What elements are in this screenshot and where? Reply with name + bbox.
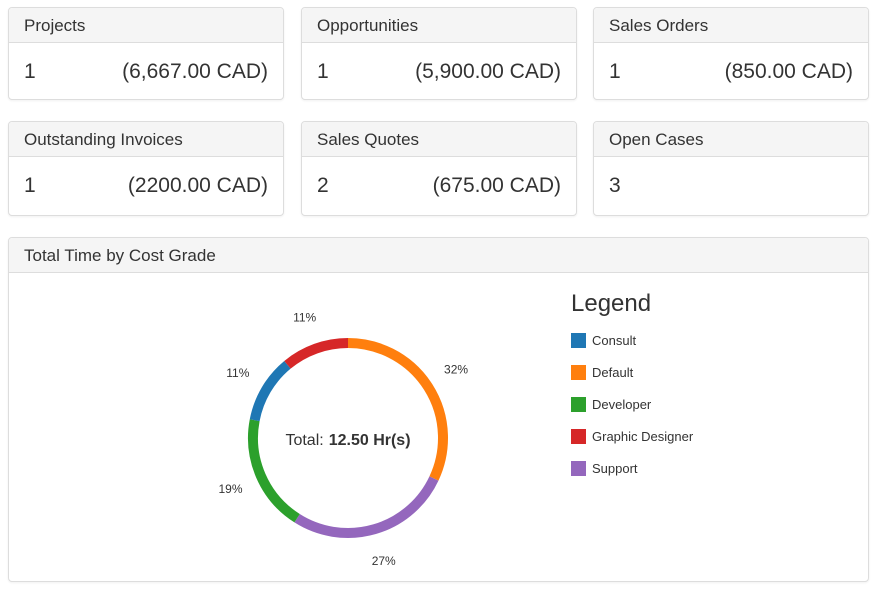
card-title: Outstanding Invoices: [9, 122, 283, 157]
donut-center-value: 12.50 Hr(s): [329, 432, 411, 449]
donut-slice-developer[interactable]: [248, 419, 300, 523]
card-count: 1: [24, 60, 36, 83]
chart-legend: Legend Consult Default Developer Graphic De…: [571, 290, 693, 484]
card-count: 1: [609, 60, 621, 83]
donut-center-text: Total: 12.50 Hr(s): [285, 432, 410, 449]
legend-swatch: [571, 396, 586, 412]
donut-slice-label: 27%: [372, 554, 396, 568]
legend-title: Legend: [571, 290, 652, 317]
legend-swatch: [571, 364, 586, 380]
outstanding-invoices-card[interactable]: Outstanding Invoices 1 (2200.00 CAD): [8, 121, 284, 216]
donut-slice-consult[interactable]: [249, 360, 291, 422]
legend-swatch: [571, 460, 586, 476]
time-by-cost-grade-panel: Total Time by Cost Grade 32% 27% 19% 11% 11%…: [8, 237, 869, 582]
legend-item-default[interactable]: Default: [571, 356, 693, 388]
legend-label: Support: [592, 460, 638, 476]
legend-swatch: [571, 428, 586, 444]
card-title: Projects: [9, 8, 283, 43]
donut-slice-support[interactable]: [294, 476, 439, 538]
opportunities-card[interactable]: Opportunities 1 (5,900.00 CAD): [301, 7, 577, 100]
card-count: 1: [24, 174, 36, 197]
donut-slice-label: 19%: [219, 482, 243, 496]
donut-slice-label: 32%: [444, 362, 468, 376]
donut-slice-default[interactable]: [347, 338, 448, 481]
legend-item-support[interactable]: Support: [571, 452, 693, 484]
donut-slice-graphic-designer[interactable]: [284, 338, 349, 369]
legend-label: Graphic Designer: [592, 428, 694, 444]
sales-orders-card[interactable]: Sales Orders 1 (850.00 CAD): [593, 7, 869, 100]
panel-title: Total Time by Cost Grade: [9, 238, 868, 273]
card-amount: (2200.00 CAD): [127, 174, 268, 197]
donut-chart: 32% 27% 19% 11% 11% Total: 12.50 Hr(s): [189, 288, 529, 578]
legend-label: Developer: [592, 396, 652, 412]
donut-slice-label: 11%: [293, 311, 316, 325]
projects-card[interactable]: Projects 1 (6,667.00 CAD): [8, 7, 284, 100]
donut-center-label: Total:: [285, 432, 323, 449]
legend-swatch: [571, 332, 586, 348]
sales-quotes-card[interactable]: Sales Quotes 2 (675.00 CAD): [301, 121, 577, 216]
donut-slice-label: 11%: [226, 366, 249, 380]
card-amount: (850.00 CAD): [724, 60, 853, 83]
legend-label: Default: [592, 364, 634, 380]
card-title: Sales Quotes: [302, 122, 576, 157]
card-title: Open Cases: [594, 122, 868, 157]
card-amount: (5,900.00 CAD): [415, 60, 561, 83]
legend-item-consult[interactable]: Consult: [571, 324, 693, 356]
legend-item-developer[interactable]: Developer: [571, 388, 693, 420]
card-title: Opportunities: [302, 8, 576, 43]
open-cases-card[interactable]: Open Cases 3: [593, 121, 869, 216]
card-amount: (675.00 CAD): [432, 174, 561, 197]
card-title: Sales Orders: [594, 8, 868, 43]
legend-label: Consult: [592, 332, 637, 348]
donut-chart-svg: 32% 27% 19% 11% 11% Total: 12.50 Hr(s): [219, 311, 469, 568]
card-count: 3: [609, 174, 621, 197]
legend-item-graphic-designer[interactable]: Graphic Designer: [571, 420, 693, 452]
card-amount: (6,667.00 CAD): [122, 60, 268, 83]
card-count: 2: [317, 174, 329, 197]
card-count: 1: [317, 60, 329, 83]
